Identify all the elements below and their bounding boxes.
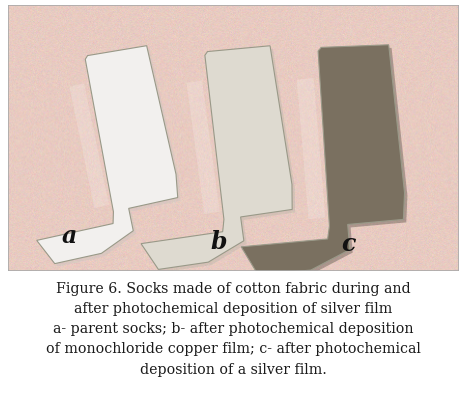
Polygon shape bbox=[40, 49, 181, 267]
Text: c: c bbox=[341, 231, 355, 256]
Polygon shape bbox=[244, 48, 407, 278]
Text: Figure 6. Socks made of cotton fabric during and
after photochemical deposition : Figure 6. Socks made of cotton fabric du… bbox=[46, 282, 421, 376]
Polygon shape bbox=[186, 81, 219, 214]
Polygon shape bbox=[141, 46, 292, 269]
Text: a: a bbox=[62, 224, 77, 248]
Polygon shape bbox=[37, 46, 178, 263]
Polygon shape bbox=[241, 45, 404, 275]
Text: b: b bbox=[211, 229, 227, 254]
Polygon shape bbox=[144, 49, 295, 273]
Polygon shape bbox=[297, 78, 325, 219]
Polygon shape bbox=[70, 83, 109, 208]
